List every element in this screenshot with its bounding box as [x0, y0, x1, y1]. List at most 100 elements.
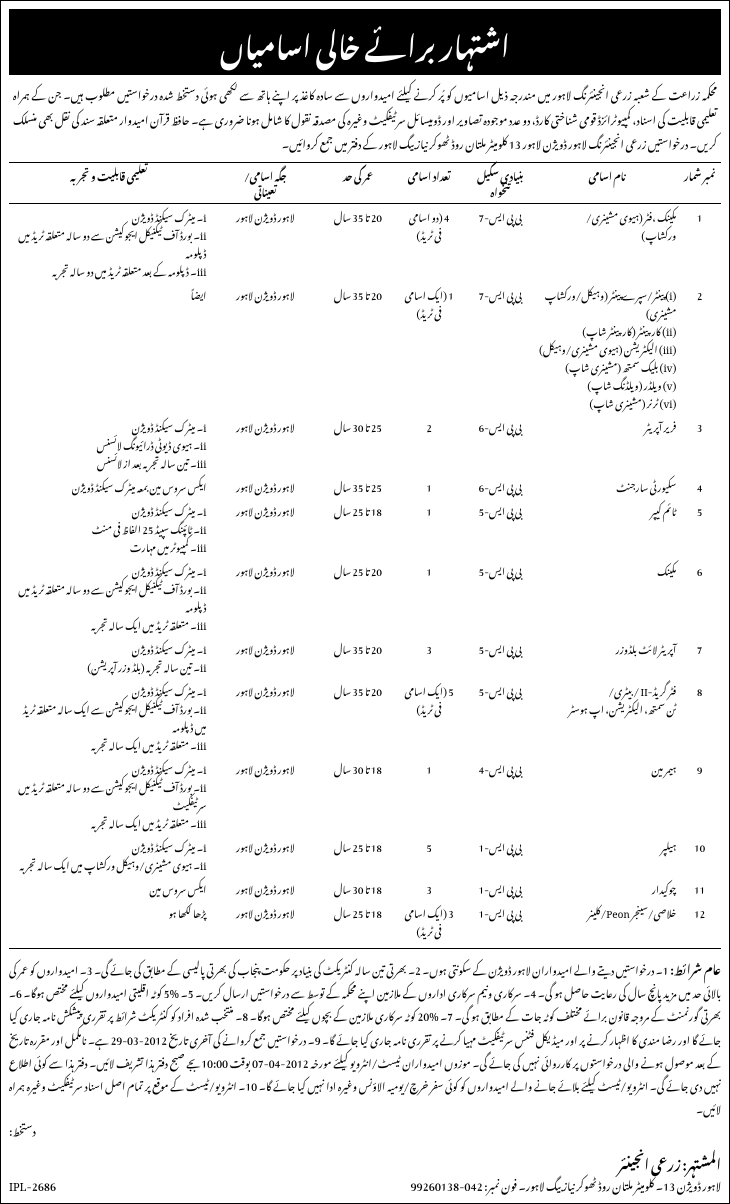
cell-sr: 12	[678, 900, 721, 942]
cell-qual: i۔ میٹرک سیکنڈ ڈویژن ii۔ بورڈ آف ٹیکنیکل…	[9, 756, 208, 834]
cell-sr: 6	[678, 558, 721, 636]
table-row: 3فریر آپریٹربی پی ایس-6225 تا 30 ساللاہو…	[9, 414, 721, 474]
cell-scale: بی پی ایس-7	[465, 282, 536, 414]
cell-place: لاہور ڈویژن لاہور	[208, 636, 322, 678]
cell-qual: i۔ میٹرک سیکنڈ ڈویژن ii۔ بورڈ آف ٹیکنیکل…	[9, 203, 208, 282]
cell-sr: 8	[678, 678, 721, 756]
cell-qual: i۔ میٹرک سیکنڈ ڈویژن ii۔ ٹائپنگ سپیڈ 25 …	[9, 498, 208, 558]
cell-name: ہیلپر	[536, 834, 678, 876]
footer: المشتہر: زرعی انجینئر لاہور ڈویژن 13۔ کل…	[9, 1150, 721, 1195]
col-place: جگہ اسامی/ تعیناتی	[208, 162, 322, 203]
cell-name: سکیورٹی سارجنٹ	[536, 474, 678, 498]
table-header-row: نمبر شمار نام اسامی بنیادی سکیل تنخواہ ت…	[9, 162, 721, 203]
col-scale: بنیادی سکیل تنخواہ	[465, 162, 536, 203]
col-name: نام اسامی	[536, 162, 678, 203]
cell-qual: i۔ میٹرک سیکنڈ ڈویژن ii۔ بورڈ آف ٹیکنیکل…	[9, 558, 208, 636]
cell-age: 20 تا 35 سال	[322, 678, 393, 756]
table-row: 5ٹائم کیپربی پی ایس-5118 تا 25 ساللاہور …	[9, 498, 721, 558]
cell-sr: 1	[678, 203, 721, 282]
col-age: عمر کی حد	[322, 162, 393, 203]
cell-name: مکینک ،فٹر (ہیوی مشینری/ ورکشاپ)	[536, 203, 678, 282]
cell-qual: i۔ میٹرک سیکنڈ ڈویژن ii۔ بورڈ آف ٹیکنیکل…	[9, 678, 208, 756]
cell-place: لاہور ڈویژن لاہور	[208, 834, 322, 876]
cell-count: 4 (دو اسامی فی ٹریڈ)	[394, 203, 465, 282]
table-row: 9ہیمر مینبی پی ایس-4118 تا 30 ساللاہور ڈ…	[9, 756, 721, 834]
cell-name: چوکیدار	[536, 876, 678, 900]
document-container: اشتہار برائے خالی اسامیاں محکمہ زراعت کے…	[0, 0, 730, 1204]
cell-qual: i۔ میٹرک سیکنڈ ڈویژن ii۔ تین سالہ تجربہ …	[9, 636, 208, 678]
cell-place: لاہور ڈویژن لاہور	[208, 474, 322, 498]
intro-paragraph: محکمہ زراعت کے شعبہ زرعی انجینئرنگ لاہور…	[9, 81, 721, 154]
cell-place: لاہور ڈویژن لاہور	[208, 756, 322, 834]
cell-count: 5 (ایک اسامی فی ٹریڈ)	[394, 678, 465, 756]
cell-age: 20 تا 35 سال	[322, 282, 393, 414]
cell-scale: بی پی ایس-1	[465, 834, 536, 876]
table-row: 8فٹر گریڈ-II / بیٹری/ ٹن سمتھ، الیکٹریشن…	[9, 678, 721, 756]
cell-count: 2	[394, 414, 465, 474]
cell-place: لاہور ڈویژن لاہور	[208, 900, 322, 942]
cell-count: 1	[394, 558, 465, 636]
cell-sr: 10	[678, 834, 721, 876]
cell-name: مکینک	[536, 558, 678, 636]
table-row: 11چوکیداربی پی ایس-1318 تا 30 ساللاہور ڈ…	[9, 876, 721, 900]
cell-scale: بی پی ایس-6	[465, 474, 536, 498]
cell-scale: بی پی ایس-5	[465, 678, 536, 756]
cell-count: 3	[394, 876, 465, 900]
ipl-code: IPL-2686	[9, 1175, 56, 1195]
table-row: 6مکینکبی پی ایس-5120 تا 25 ساللاہور ڈویژ…	[9, 558, 721, 636]
table-row: 12خلاصی/سینجر Peon/کلینربی پی ایس-13 (ای…	[9, 900, 721, 942]
cell-scale: بی پی ایس-7	[465, 203, 536, 282]
vacancy-table: نمبر شمار نام اسامی بنیادی سکیل تنخواہ ت…	[9, 162, 721, 942]
address: لاہور ڈویژن 13۔ کلومیٹر ملتان روڈ ٹھوکر …	[410, 1175, 721, 1195]
conditions-text: 1۔ درخواستیں دیتے والے امیدواران لاہور ڈ…	[9, 956, 721, 1121]
table-row: 1مکینک ،فٹر (ہیوی مشینری/ ورکشاپ)بی پی ا…	[9, 203, 721, 282]
cell-place: لاہور ڈویژن لاہور	[208, 558, 322, 636]
conditions-section: عام شرائط: 1۔ درخواستیں دیتے والے امیدوا…	[9, 948, 721, 1120]
cell-age: 25 تا 30 سال	[322, 414, 393, 474]
cell-age: 25 تا 35 سال	[322, 474, 393, 498]
cell-count: 1	[394, 756, 465, 834]
cell-sr: 11	[678, 876, 721, 900]
cell-qual: پڑھا لکھا ہو	[9, 900, 208, 942]
cell-sr: 5	[678, 498, 721, 558]
cell-qual: ایکس سروس مین بمعہ میٹرک سیکنڈ ڈویژن	[9, 474, 208, 498]
cell-name: ہیمر مین	[536, 756, 678, 834]
cell-scale: بی پی ایس-4	[465, 756, 536, 834]
cell-age: 18 تا 30 سال	[322, 756, 393, 834]
cell-qual: i۔ میٹرک سیکنڈ ڈویژن ii۔ ہیوی ڈیوٹی ڈرائ…	[9, 414, 208, 474]
cell-place: لاہور ڈویژن لاہور	[208, 414, 322, 474]
cell-age: 18 تا 25 سال	[322, 834, 393, 876]
cell-place: لاہور ڈویژن لاہور	[208, 282, 322, 414]
signature-line: دستخط:	[9, 1120, 721, 1140]
cell-qual: ایکس سروس مین	[9, 876, 208, 900]
table-row: 4سکیورٹی سارجنٹبی پی ایس-6125 تا 35 سالل…	[9, 474, 721, 498]
cell-place: لاہور ڈویژن لاہور	[208, 498, 322, 558]
cell-qual: ایضاً	[9, 282, 208, 414]
cell-count: 3	[394, 636, 465, 678]
cell-age: 18 تا 30 سال	[322, 876, 393, 900]
cell-name: فریر آپریٹر	[536, 414, 678, 474]
cell-scale: بی پی ایس-6	[465, 414, 536, 474]
table-row: 2(i) پینٹر/سپرے پینٹر (وہیکل/ورکشاپ مشین…	[9, 282, 721, 414]
cell-count: 5	[394, 834, 465, 876]
footer-right: المشتہر: زرعی انجینئر لاہور ڈویژن 13۔ کل…	[410, 1150, 721, 1195]
cell-name: ٹائم کیپر	[536, 498, 678, 558]
cell-name: آپریٹر لائٹ بلڈوزر	[536, 636, 678, 678]
page-title: اشتہار برائے خالی اسامیاں	[9, 9, 721, 75]
cell-place: لاہور ڈویژن لاہور	[208, 678, 322, 756]
cell-count: 1 (ایک اسامی فی ٹریڈ)	[394, 282, 465, 414]
cell-sr: 7	[678, 636, 721, 678]
cell-sr: 4	[678, 474, 721, 498]
cell-name: خلاصی/سینجر Peon/کلینر	[536, 900, 678, 942]
table-row: 7آپریٹر لائٹ بلڈوزربی پی ایس-5320 تا 35 …	[9, 636, 721, 678]
cell-count: 1	[394, 474, 465, 498]
cell-count: 3 (ایک اسامی فی ٹریڈ)	[394, 900, 465, 942]
cell-age: 20 تا 25 سال	[322, 558, 393, 636]
cell-scale: بی پی ایس-1	[465, 900, 536, 942]
cell-age: 20 تا 35 سال	[322, 203, 393, 282]
cell-age: 18 تا 25 سال	[322, 900, 393, 942]
cell-scale: بی پی ایس-1	[465, 876, 536, 900]
cell-age: 18 تا 25 سال	[322, 498, 393, 558]
cell-name: (i) پینٹر/سپرے پینٹر (وہیکل/ورکشاپ مشینر…	[536, 282, 678, 414]
col-count: تعداد اسامی	[394, 162, 465, 203]
